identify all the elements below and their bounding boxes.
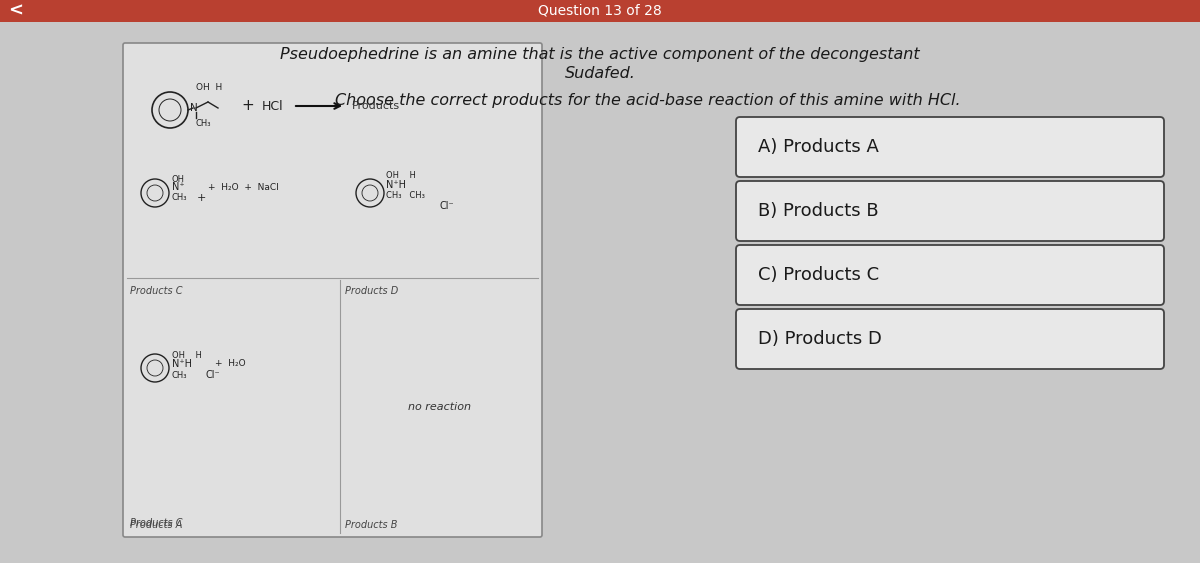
Text: CH₃   CH₃: CH₃ CH₃: [386, 191, 425, 200]
Text: Products: Products: [352, 101, 400, 111]
Text: B) Products B: B) Products B: [758, 202, 878, 220]
Text: Products C: Products C: [130, 286, 182, 296]
FancyBboxPatch shape: [736, 309, 1164, 369]
Text: A) Products A: A) Products A: [758, 138, 878, 156]
Text: <: <: [8, 2, 23, 20]
Text: Sudafed.: Sudafed.: [564, 65, 636, 81]
FancyBboxPatch shape: [124, 43, 542, 537]
Text: +  H₂O  +  NaCl: + H₂O + NaCl: [208, 182, 278, 191]
Text: N⁺H: N⁺H: [172, 359, 192, 369]
FancyBboxPatch shape: [736, 117, 1164, 177]
FancyBboxPatch shape: [736, 245, 1164, 305]
Text: Products C: Products C: [130, 518, 182, 528]
Text: N⁺: N⁺: [172, 182, 185, 192]
Text: +: +: [197, 193, 206, 203]
FancyBboxPatch shape: [736, 181, 1164, 241]
Text: +: +: [241, 99, 254, 114]
Text: N⁺H: N⁺H: [386, 180, 406, 190]
Text: HCl: HCl: [262, 100, 283, 113]
Text: D) Products D: D) Products D: [758, 330, 882, 348]
Text: CH₃: CH₃: [172, 370, 187, 379]
Text: Products B: Products B: [346, 520, 397, 530]
Text: Cl⁻: Cl⁻: [205, 370, 220, 380]
Text: OH    H: OH H: [172, 351, 202, 360]
Bar: [0, 0, 1200, 22]
Text: no reaction: no reaction: [408, 401, 472, 412]
Text: Products A: Products A: [130, 520, 182, 530]
Text: Pseudoephedrine is an amine that is the active component of the decongestant: Pseudoephedrine is an amine that is the …: [280, 47, 920, 62]
Text: Question 13 of 28: Question 13 of 28: [538, 4, 662, 18]
Text: Cl⁻: Cl⁻: [440, 201, 455, 211]
Text: +  H₂O: + H₂O: [215, 360, 246, 369]
Text: CH₃: CH₃: [172, 194, 187, 203]
Text: Choose the correct products for the acid-base reaction of this amine with HCl.: Choose the correct products for the acid…: [335, 93, 961, 109]
Text: OH    H: OH H: [386, 171, 416, 180]
Text: Products D: Products D: [346, 286, 398, 296]
Text: CH₃: CH₃: [196, 119, 211, 128]
Text: OH: OH: [172, 175, 185, 184]
Text: N: N: [190, 103, 198, 113]
Text: C) Products C: C) Products C: [758, 266, 880, 284]
Text: OH  H: OH H: [196, 83, 222, 92]
